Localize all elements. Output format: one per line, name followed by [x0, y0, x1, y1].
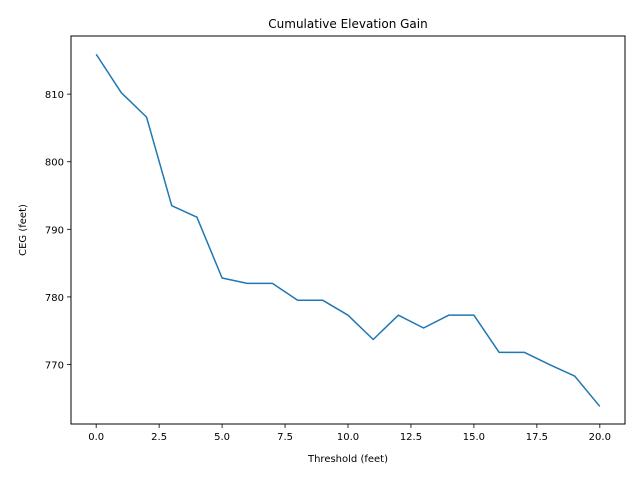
- x-tick-label: 10.0: [337, 432, 359, 443]
- x-tick-label: 17.5: [526, 432, 548, 443]
- x-axis: 0.0 2.5 5.0 7.5 10.0 12.5 15.0 17.5 20.0: [88, 424, 611, 443]
- x-tick-label: 20.0: [589, 432, 611, 443]
- x-tick-label: 15.0: [463, 432, 485, 443]
- x-tick-label: 5.0: [214, 432, 230, 443]
- plot-area: [95, 53, 601, 407]
- axes-frame: [70, 35, 626, 425]
- x-tick-label: 12.5: [400, 432, 422, 443]
- series-line: [95, 53, 601, 407]
- chart-title: Cumulative Elevation Gain: [268, 17, 427, 31]
- y-axis: 770 780 790 800 810: [45, 90, 71, 372]
- y-tick-label: 800: [45, 158, 64, 169]
- x-tick-label: 0.0: [88, 432, 104, 443]
- x-axis-label: Threshold (feet): [307, 454, 388, 465]
- y-axis-label: CEG (feet): [18, 204, 29, 256]
- x-tick-label: 7.5: [277, 432, 293, 443]
- y-tick-label: 780: [45, 293, 64, 304]
- y-tick-label: 770: [45, 361, 64, 372]
- y-tick-label: 790: [45, 225, 64, 236]
- x-tick-label: 2.5: [151, 432, 167, 443]
- y-tick-label: 810: [45, 90, 64, 101]
